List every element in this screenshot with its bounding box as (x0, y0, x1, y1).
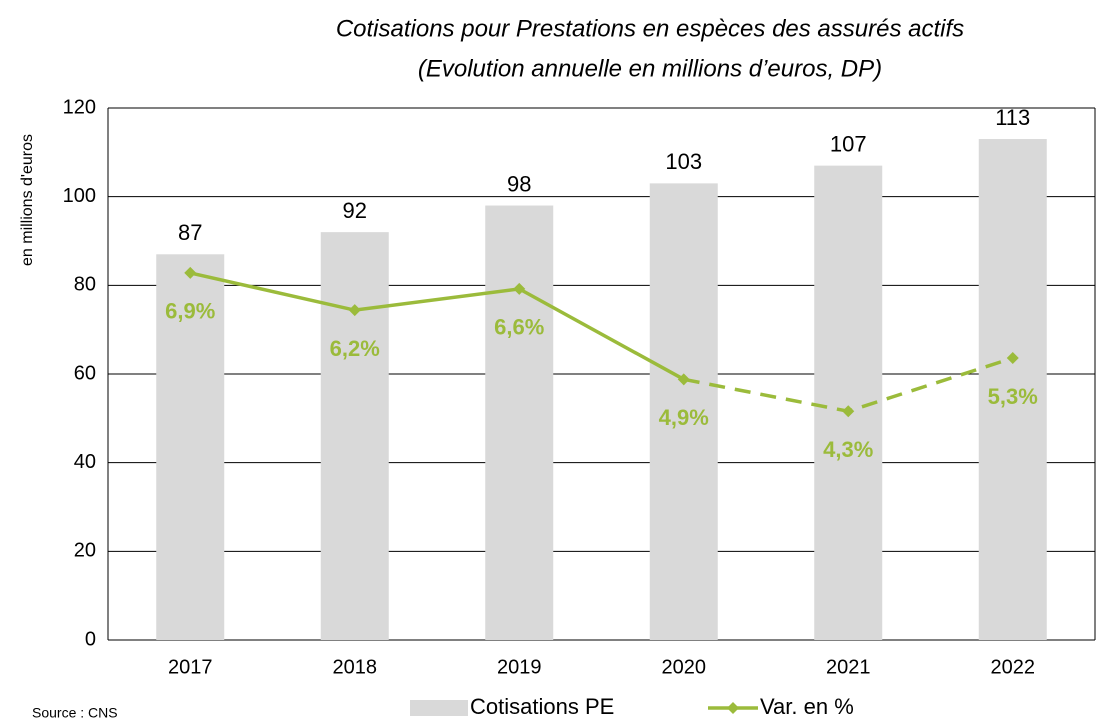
chart-subtitle: (Evolution annuelle en millions d’euros,… (418, 55, 882, 82)
y-tick-label: 0 (85, 628, 96, 650)
bar (485, 205, 554, 641)
line-marker (1006, 352, 1019, 365)
x-tick-label: 2022 (991, 656, 1036, 678)
bar (156, 254, 225, 641)
y-tick-label: 40 (74, 451, 96, 473)
x-tick-label: 2017 (168, 656, 213, 678)
bar (978, 139, 1047, 641)
legend-label: Cotisations PE (470, 694, 614, 719)
bar-value-label: 103 (665, 149, 702, 174)
legend-swatch (410, 700, 468, 716)
line-value-label: 6,6% (494, 315, 544, 340)
line-value-label: 6,2% (330, 336, 380, 361)
x-tick-label: 2019 (497, 656, 542, 678)
source: Source : CNS (32, 705, 118, 719)
line-marker (513, 282, 526, 295)
chart-title: Cotisations pour Prestations en espèces … (336, 15, 964, 42)
bar (649, 183, 718, 640)
x-tick-label: 2021 (826, 656, 871, 678)
line-value-label: 6,9% (165, 299, 215, 324)
y-tick-label: 120 (63, 96, 96, 118)
line-value-label: 4,3% (823, 437, 873, 462)
y-tick-label: 60 (74, 362, 96, 384)
line-marker (184, 266, 197, 279)
line-value-label: 4,9% (659, 405, 709, 430)
bar-value-label: 92 (343, 198, 367, 223)
legend-marker (727, 702, 739, 714)
bar-value-label: 87 (178, 220, 202, 245)
bar-value-label: 107 (830, 131, 867, 156)
bar-value-label: 98 (507, 171, 531, 196)
bar (320, 232, 389, 640)
y-tick-label: 100 (63, 185, 96, 207)
x-tick-label: 2020 (662, 656, 707, 678)
line-marker (677, 373, 690, 386)
line-marker (348, 304, 361, 317)
y-tick-label: 20 (74, 540, 96, 562)
x-tick-label: 2018 (333, 656, 378, 678)
line-marker (842, 405, 855, 418)
y-axis-label: en millions d'euros (19, 134, 36, 266)
line-value-label: 5,3% (988, 384, 1038, 409)
line (189, 271, 685, 381)
legend-label: Var. en % (760, 694, 854, 719)
bar-value-label: 113 (995, 105, 1030, 130)
y-tick-label: 80 (74, 274, 96, 296)
